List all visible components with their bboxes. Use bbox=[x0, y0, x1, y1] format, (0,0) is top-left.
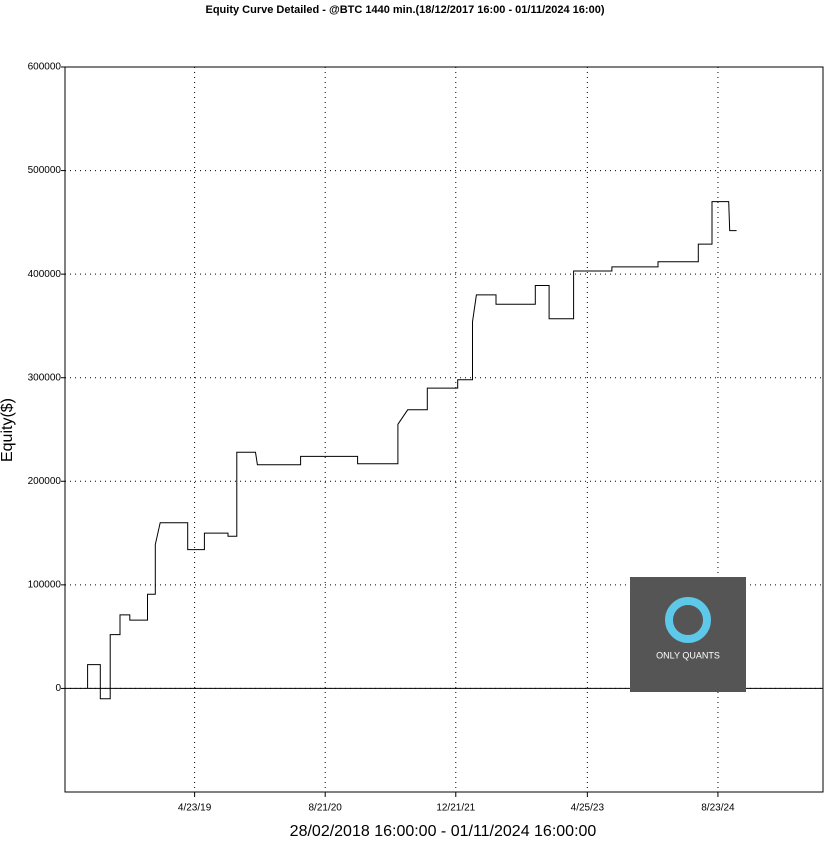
y-tick-label: 600000 bbox=[28, 62, 62, 73]
x-tick-label: 8/23/24 bbox=[701, 803, 735, 814]
watermark-box bbox=[630, 577, 746, 692]
watermark-logo bbox=[665, 597, 711, 643]
watermark: ONLY QUANTS bbox=[630, 577, 746, 692]
y-tick-label: 300000 bbox=[28, 372, 62, 383]
plot-area bbox=[64, 66, 824, 793]
watermark-text: ONLY QUANTS bbox=[656, 650, 720, 660]
y-tick-label: 500000 bbox=[28, 165, 62, 176]
x-tick-label: 4/23/19 bbox=[178, 803, 212, 814]
x-axis-label: 28/02/2018 16:00:00 - 01/11/2024 16:00:0… bbox=[290, 823, 597, 840]
y-axis-label: Equity($) bbox=[0, 398, 16, 462]
y-tick-label: 0 bbox=[55, 683, 61, 694]
y-tick-label: 100000 bbox=[28, 579, 62, 590]
chart-title: Equity Curve Detailed - @BTC 1440 min.(1… bbox=[206, 4, 605, 16]
x-tick-label: 12/21/21 bbox=[436, 803, 475, 814]
y-tick-label: 400000 bbox=[28, 269, 62, 280]
equity-line bbox=[87, 201, 737, 700]
x-tick-label: 4/25/23 bbox=[571, 803, 605, 814]
y-tick-label: 200000 bbox=[28, 476, 62, 487]
x-tick-label: 8/21/20 bbox=[309, 803, 343, 814]
